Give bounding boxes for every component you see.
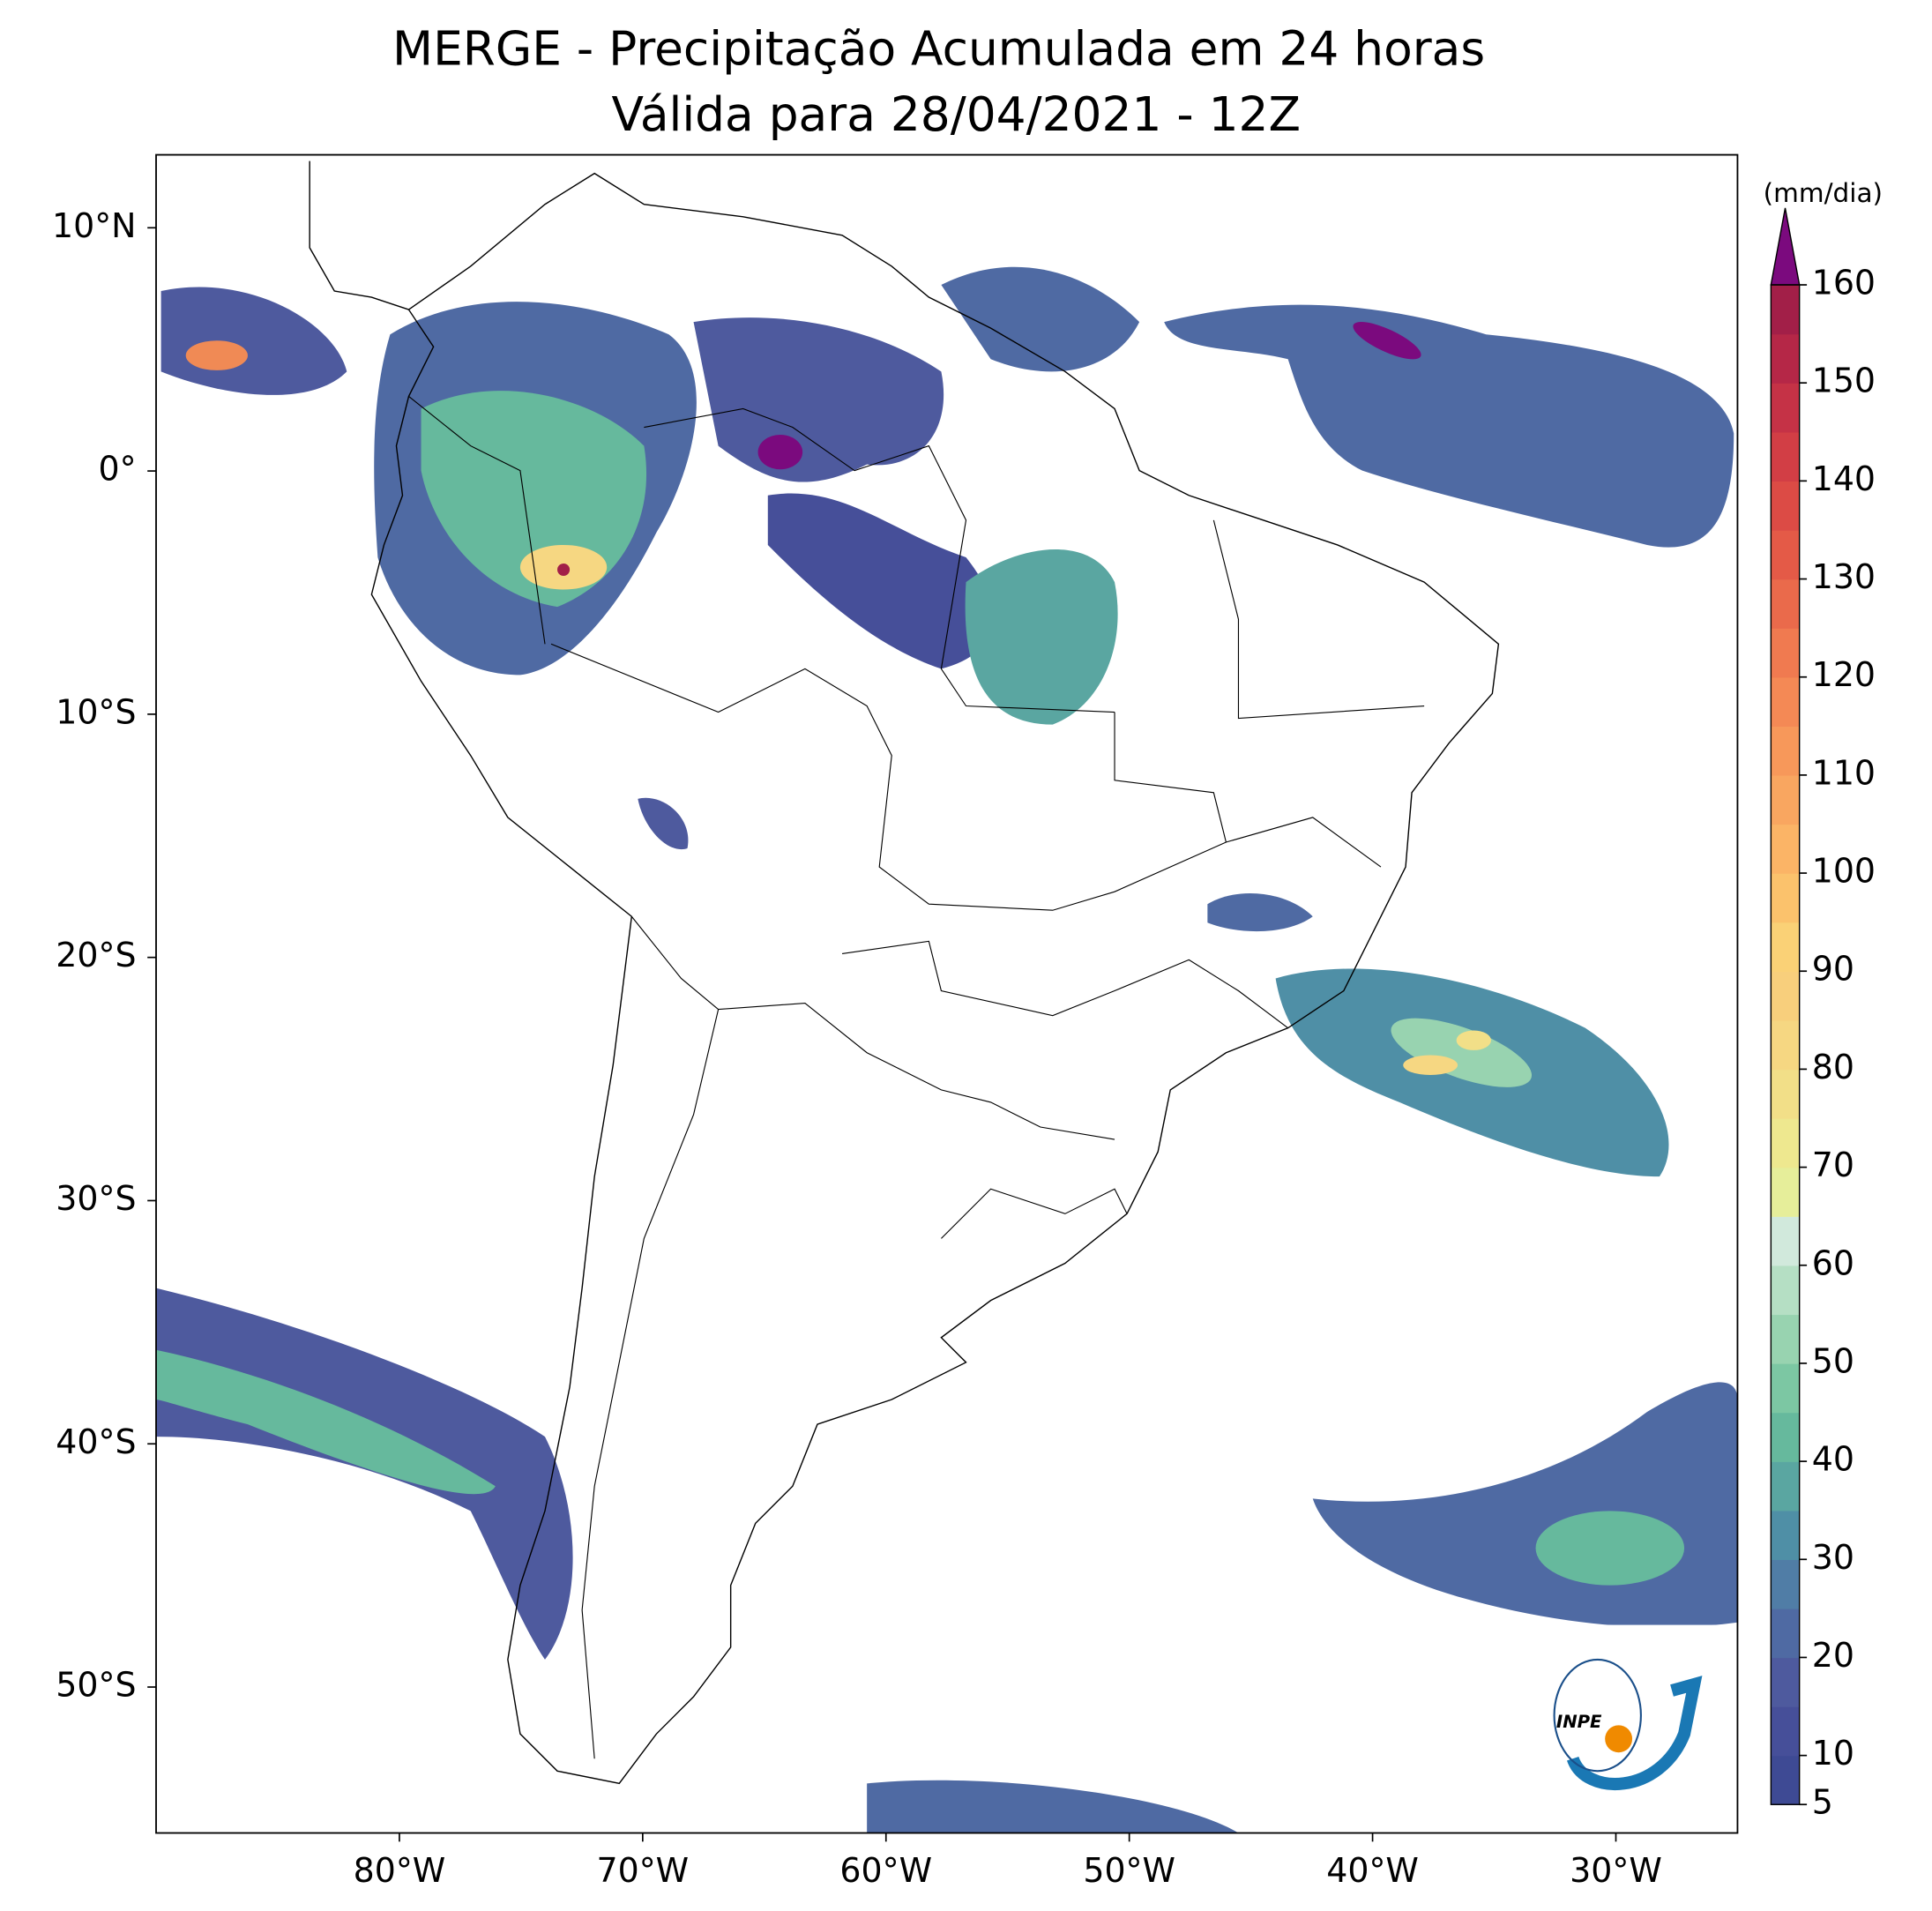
colorbar-band — [1771, 1265, 1800, 1316]
colorbar-frame — [1770, 284, 1801, 1805]
colorbar-band — [1771, 1510, 1800, 1560]
colorbar-band — [1771, 529, 1800, 580]
colorbar-band — [1771, 1755, 1800, 1805]
logo-arrow — [1567, 1676, 1703, 1790]
colorbar-tick-label: 20 — [1812, 1636, 1854, 1675]
x-tick-label: 50°W — [1083, 1851, 1175, 1890]
colorbar-band — [1771, 285, 1800, 335]
subtitle: Válida para 28/04/2021 - 12Z — [611, 86, 1301, 142]
colorbar-band — [1771, 1019, 1800, 1071]
map-frame — [155, 153, 1739, 1834]
colorbar-extend — [1770, 207, 1801, 286]
y-tick-label: 50°S — [56, 1666, 136, 1705]
y-tick-label: 10°N — [52, 206, 137, 245]
colorbar-tick-label: 10 — [1812, 1734, 1854, 1773]
colorbar-band — [1771, 1117, 1800, 1168]
x-tick-label: 80°W — [354, 1851, 446, 1890]
colorbar-tick-label: 100 — [1812, 852, 1876, 891]
x-tick-label: 40°W — [1326, 1851, 1419, 1890]
colorbar-tick-label: 70 — [1812, 1146, 1854, 1184]
y-tick-label: 30°S — [56, 1179, 136, 1218]
colorbar-band — [1771, 1362, 1800, 1414]
x-tick-label: 30°W — [1570, 1851, 1662, 1890]
colorbar-band — [1771, 383, 1800, 433]
colorbar-band — [1771, 1314, 1800, 1364]
colorbar-band — [1771, 676, 1800, 728]
colorbar-band — [1771, 1412, 1800, 1462]
logo-orbit — [1553, 1658, 1642, 1773]
y-tick-label: 40°S — [56, 1422, 136, 1461]
colorbar-band — [1771, 481, 1800, 531]
borders — [408, 395, 1425, 1759]
y-tick-label: 20°S — [56, 936, 136, 974]
colorbar-band — [1771, 1069, 1800, 1119]
title: MERGE - Precipitação Acumulada em 24 hor… — [392, 21, 1485, 77]
central-america — [309, 160, 409, 310]
colorbar-label: (mm/dia) — [1764, 178, 1883, 208]
logo-text: INPE — [1556, 1712, 1602, 1732]
colorbar-band — [1771, 1216, 1800, 1266]
x-tick-label: 60°W — [839, 1851, 932, 1890]
colorbar-band — [1771, 628, 1800, 678]
colorbar-band — [1771, 1559, 1800, 1609]
colorbar-band — [1771, 1608, 1800, 1659]
colorbar-tick-label: 160 — [1812, 264, 1876, 302]
logo: INPE — [1529, 1624, 1718, 1814]
colorbar-band — [1771, 431, 1800, 482]
colorbar-tick-label: 150 — [1812, 362, 1876, 400]
colorbar-tick-label: 40 — [1812, 1440, 1854, 1479]
colorbar-tick-label: 5 — [1812, 1783, 1833, 1822]
colorbar-band — [1771, 579, 1800, 629]
colorbar-tick-label: 30 — [1812, 1538, 1854, 1577]
colorbar-band — [1771, 726, 1800, 776]
y-tick-label: 10°S — [56, 692, 136, 731]
x-tick-label: 70°W — [597, 1851, 690, 1890]
colorbar-band — [1771, 774, 1800, 825]
colorbar-band — [1771, 333, 1800, 384]
precipitation-field — [156, 266, 1738, 1833]
colorbar-tick-label: 50 — [1812, 1341, 1854, 1380]
logo-sun — [1605, 1725, 1633, 1753]
colorbar-tick-label: 60 — [1812, 1243, 1854, 1282]
colorbar-tick-label: 80 — [1812, 1048, 1854, 1086]
colorbar-tick-label: 140 — [1812, 459, 1876, 498]
coastline — [370, 172, 1500, 1785]
colorbar-band — [1771, 1167, 1800, 1217]
colorbar-tick-label: 120 — [1812, 655, 1876, 694]
colorbar-band — [1771, 971, 1800, 1021]
colorbar-tick-label: 90 — [1812, 950, 1854, 989]
colorbar-band — [1771, 1706, 1800, 1757]
map-area — [156, 160, 1738, 1833]
colorbar-tick-label: 130 — [1812, 557, 1876, 596]
colorbar-band — [1771, 922, 1800, 972]
y-tick-label: 0° — [98, 450, 136, 489]
colorbar-band — [1771, 873, 1800, 923]
colorbar-tick-label: 110 — [1812, 753, 1876, 792]
colorbar-band — [1771, 1657, 1800, 1707]
colorbar-band — [1771, 824, 1800, 874]
colorbar-band — [1771, 1461, 1800, 1512]
